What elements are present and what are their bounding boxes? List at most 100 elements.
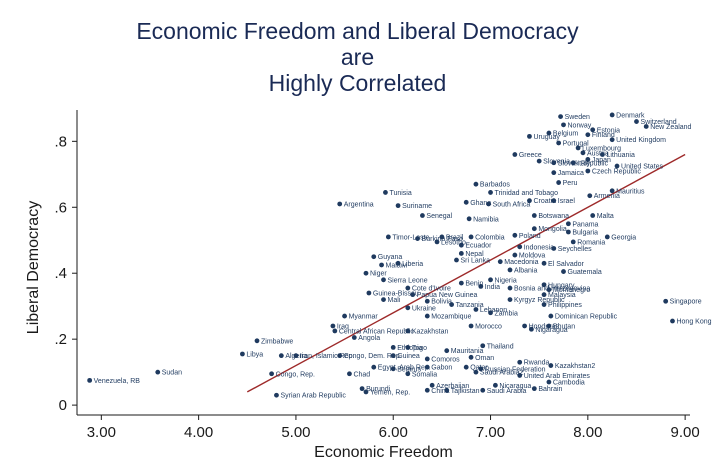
point-marker xyxy=(565,229,571,235)
data-point: Finland xyxy=(585,132,615,139)
point-label: Bulgaria xyxy=(572,230,598,237)
point-marker xyxy=(274,392,279,398)
data-point: Rwanda xyxy=(517,359,550,367)
data-point: El Salvador xyxy=(541,261,585,268)
data-point: Nigaragua xyxy=(528,327,568,334)
point-label: Benin xyxy=(465,281,483,288)
data-point: Timor-Leste xyxy=(385,234,430,241)
point-marker xyxy=(385,234,391,240)
point-label: Zambia xyxy=(495,310,518,317)
x-tick-label: 3.00 xyxy=(87,424,116,441)
point-marker xyxy=(585,132,591,138)
point-label: Senegal xyxy=(426,213,452,220)
point-marker xyxy=(512,152,518,157)
point-marker xyxy=(517,359,523,365)
point-label: Togo xyxy=(412,345,427,352)
point-label: Azerbaijan xyxy=(436,383,469,390)
point-label: Malta xyxy=(597,213,614,220)
point-label: Malaysia xyxy=(548,292,576,299)
point-label: Indonesia xyxy=(524,244,554,251)
point-label: Timor-Leste xyxy=(392,234,429,241)
data-point: Nigeria xyxy=(488,277,517,284)
point-marker xyxy=(507,297,513,302)
data-point: Ukraine xyxy=(405,305,436,312)
point-label: Denmark xyxy=(616,112,645,119)
point-marker xyxy=(600,152,605,157)
point-label: Congo, Rep. xyxy=(276,371,315,378)
point-label: Slovak Republic xyxy=(558,160,609,167)
point-marker xyxy=(609,188,615,194)
point-label: Nigaragua xyxy=(535,327,567,334)
point-marker xyxy=(546,379,552,385)
data-point: Azerbaijan xyxy=(429,383,469,390)
data-point: Hungary xyxy=(541,282,575,289)
data-point: Tunisia xyxy=(383,190,412,197)
point-marker xyxy=(478,284,484,289)
point-label: Suriname xyxy=(402,203,432,210)
point-marker xyxy=(466,216,472,222)
point-label: El Salvador xyxy=(548,261,584,268)
point-label: Thailand xyxy=(487,343,514,350)
point-label: Macedonia xyxy=(504,259,538,266)
point-marker xyxy=(517,373,523,378)
y-tick-label: .4 xyxy=(54,265,67,282)
point-marker xyxy=(517,244,523,250)
point-label: Lesotho xyxy=(441,239,466,246)
data-point: Sierra Leone xyxy=(381,277,428,284)
point-marker xyxy=(444,387,450,393)
point-marker xyxy=(454,257,459,263)
point-label: Mauritania xyxy=(451,348,484,355)
data-point: Brazil xyxy=(439,234,464,241)
point-label: Kazakhstan xyxy=(412,328,449,335)
point-marker xyxy=(670,318,675,324)
point-label: Tanzania xyxy=(456,302,484,309)
point-label: India xyxy=(485,284,500,291)
data-point: Venezuela, RB xyxy=(87,378,140,385)
point-marker xyxy=(570,160,576,166)
point-marker xyxy=(546,323,552,329)
point-label: United Arab Emirates xyxy=(524,373,591,380)
point-marker xyxy=(531,386,537,392)
point-label: Iran, Islamic Rep. xyxy=(300,353,355,360)
y-tick-label: 0 xyxy=(59,397,67,414)
point-marker xyxy=(488,310,493,316)
point-label: Cambodia xyxy=(553,380,585,387)
point-marker xyxy=(395,203,401,209)
point-marker xyxy=(420,213,425,218)
data-point: Cote d'Ivoire xyxy=(405,286,451,293)
data-point: Moldova xyxy=(512,253,545,260)
point-marker xyxy=(551,198,557,204)
point-marker xyxy=(558,114,563,119)
point-marker xyxy=(486,201,491,207)
point-label: United Kingdom xyxy=(616,137,666,144)
point-label: Niger xyxy=(370,271,387,278)
data-point: Georgia xyxy=(604,234,636,241)
point-label: Venezuela, RB xyxy=(94,378,141,385)
point-label: Syrian Arab Republic xyxy=(280,393,346,400)
data-point: Belarus xyxy=(390,366,421,373)
data-point: Lithuania xyxy=(600,152,635,159)
point-label: Nepal xyxy=(465,251,484,258)
point-label: Saudi Arabia2 xyxy=(480,370,524,377)
data-point: Comoros xyxy=(424,356,460,363)
point-label: Bhutan xyxy=(553,323,575,330)
data-point: Malawi xyxy=(379,262,408,269)
point-marker xyxy=(488,277,493,283)
data-point: Austria xyxy=(580,150,609,157)
point-marker xyxy=(155,369,161,375)
data-point: Saudi Arabia2 xyxy=(473,370,524,377)
point-marker xyxy=(527,198,532,204)
point-marker xyxy=(473,307,479,312)
point-label: Russian Federation xyxy=(485,366,546,373)
point-marker xyxy=(541,302,547,307)
point-label: Ghana xyxy=(470,200,491,207)
point-marker xyxy=(293,353,299,359)
point-marker xyxy=(351,335,357,340)
data-point: Seychelles xyxy=(551,246,592,253)
point-label: Sudan xyxy=(162,370,182,377)
point-marker xyxy=(609,137,615,143)
point-label: Georgia xyxy=(611,234,636,241)
title-line-2: are xyxy=(340,44,375,70)
point-marker xyxy=(663,298,669,304)
